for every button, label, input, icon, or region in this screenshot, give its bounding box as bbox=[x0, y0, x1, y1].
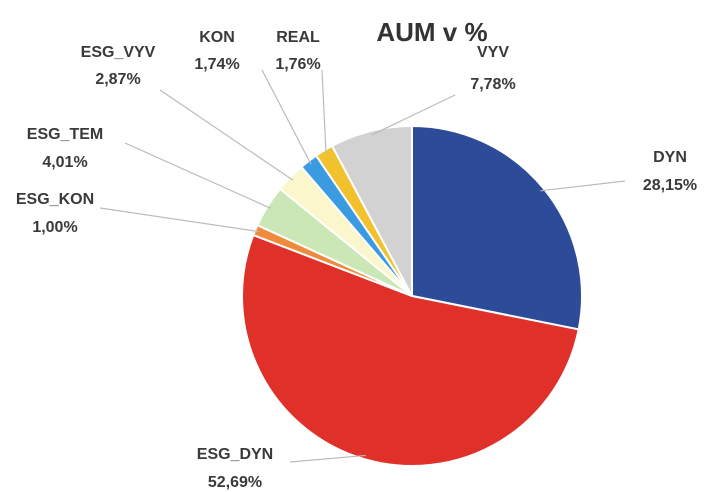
pie-slice bbox=[241, 233, 580, 467]
slice-value: 1,76% bbox=[275, 56, 320, 73]
leader-line bbox=[321, 69, 327, 155]
leader-line bbox=[540, 180, 626, 192]
slice-label: ESG_DYN bbox=[197, 446, 273, 463]
slice-value: 7,78% bbox=[470, 76, 515, 93]
pie-slice bbox=[411, 124, 583, 331]
slice-label: ESG_VYV bbox=[81, 44, 156, 61]
slice-value: 52,69% bbox=[208, 474, 262, 491]
slice-label: DYN bbox=[653, 149, 687, 166]
slice-value: 1,74% bbox=[194, 56, 239, 73]
pie-slice bbox=[330, 124, 413, 297]
leader-line bbox=[371, 94, 456, 136]
slice-value: 2,87% bbox=[95, 71, 140, 88]
leader-line bbox=[289, 454, 366, 463]
chart-title: AUM v % bbox=[376, 17, 487, 47]
slice-label: REAL bbox=[276, 29, 320, 46]
slice-label: ESG_TEM bbox=[27, 126, 103, 143]
slice-value: 4,01% bbox=[42, 154, 87, 171]
leader-line bbox=[124, 142, 272, 209]
slice-value: 28,15% bbox=[643, 177, 697, 194]
slice-label: ESG_KON bbox=[16, 191, 94, 208]
slice-label: KON bbox=[199, 29, 235, 46]
leader-line bbox=[159, 89, 294, 181]
leader-line bbox=[261, 69, 312, 165]
slice-value: 1,00% bbox=[32, 219, 77, 236]
leader-line bbox=[99, 207, 260, 233]
slice-label: VYV bbox=[477, 44, 509, 61]
